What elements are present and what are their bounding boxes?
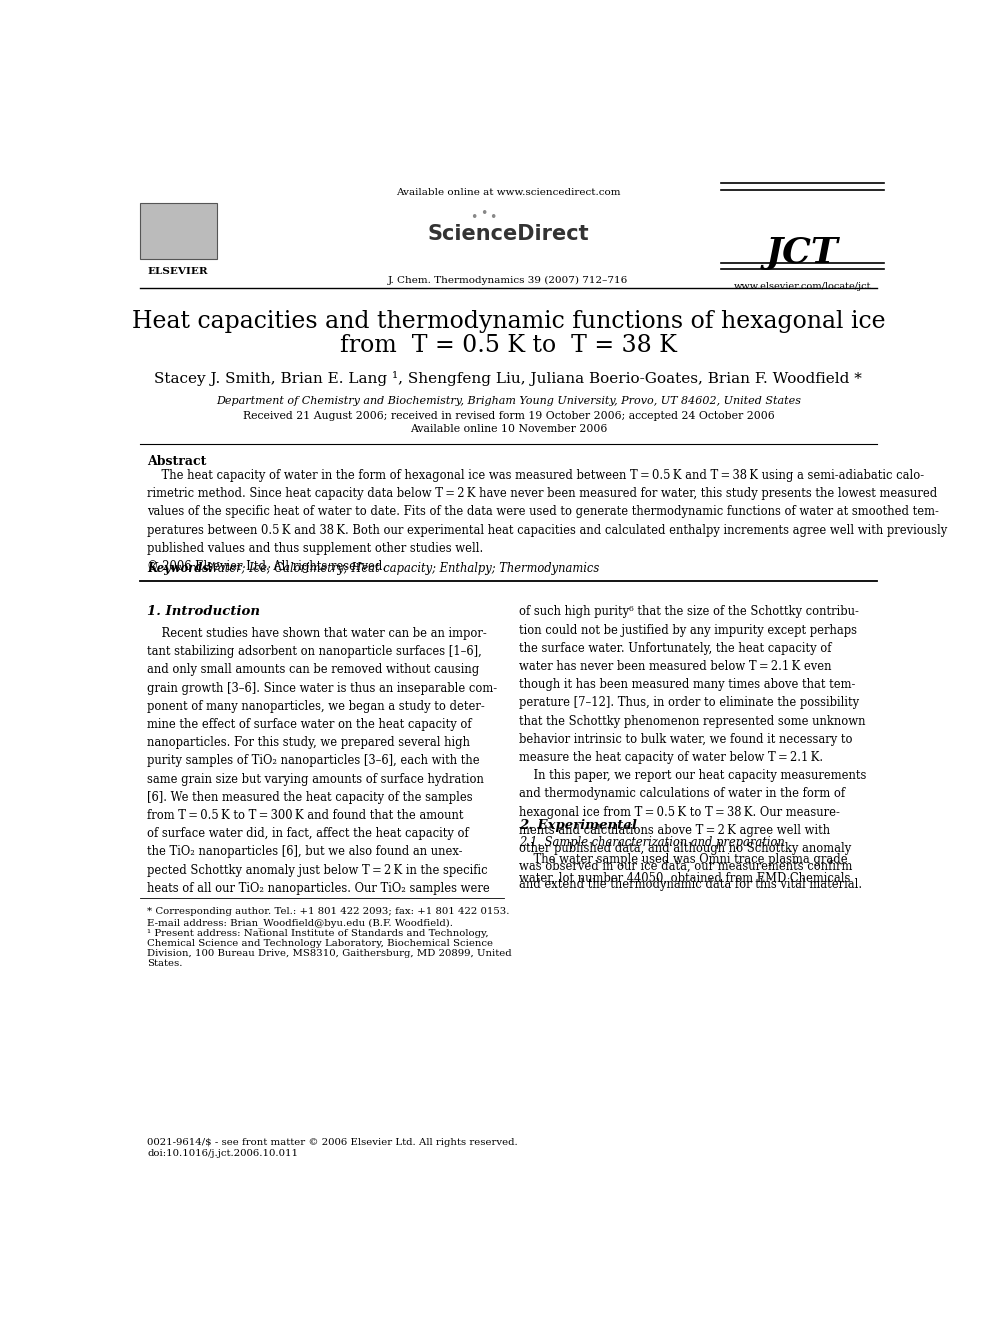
Text: ScienceDirect: ScienceDirect bbox=[428, 224, 589, 245]
Text: J. Chem. Thermodynamics 39 (2007) 712–716: J. Chem. Thermodynamics 39 (2007) 712–71… bbox=[388, 275, 629, 284]
Text: Chemical Science and Technology Laboratory, Biochemical Science: Chemical Science and Technology Laborato… bbox=[147, 939, 493, 947]
Text: •: • bbox=[480, 206, 487, 220]
Text: Available online at www.sciencedirect.com: Available online at www.sciencedirect.co… bbox=[396, 188, 621, 197]
Text: ¹ Present address: National Institute of Standards and Technology,: ¹ Present address: National Institute of… bbox=[147, 929, 489, 938]
Text: 0021-9614/$ - see front matter © 2006 Elsevier Ltd. All rights reserved.: 0021-9614/$ - see front matter © 2006 El… bbox=[147, 1138, 518, 1147]
Text: •: • bbox=[489, 212, 497, 224]
Text: Received 21 August 2006; received in revised form 19 October 2006; accepted 24 O: Received 21 August 2006; received in rev… bbox=[242, 411, 775, 421]
Text: 2. Experimental: 2. Experimental bbox=[519, 819, 637, 832]
Text: States.: States. bbox=[147, 959, 183, 968]
Text: Keywords:: Keywords: bbox=[147, 562, 213, 576]
Text: The heat capacity of water in the form of hexagonal ice was measured between T =: The heat capacity of water in the form o… bbox=[147, 470, 947, 573]
Text: Department of Chemistry and Biochemistry, Brigham Young University, Provo, UT 84: Department of Chemistry and Biochemistry… bbox=[216, 396, 801, 406]
Text: 1. Introduction: 1. Introduction bbox=[147, 606, 260, 618]
Text: ELSEVIER: ELSEVIER bbox=[148, 266, 208, 275]
Text: •: • bbox=[470, 212, 478, 224]
Text: JCT: JCT bbox=[766, 235, 838, 270]
Text: of such high purity⁶ that the size of the Schottky contribu-
tion could not be j: of such high purity⁶ that the size of th… bbox=[519, 606, 867, 892]
Text: Division, 100 Bureau Drive, MS8310, Gaithersburg, MD 20899, United: Division, 100 Bureau Drive, MS8310, Gait… bbox=[147, 949, 512, 958]
Text: 2.1. Sample characterization and preparation: 2.1. Sample characterization and prepara… bbox=[519, 836, 785, 849]
Text: www.elsevier.com/locate/jct: www.elsevier.com/locate/jct bbox=[733, 282, 871, 291]
Text: from  T = 0.5 K to  T = 38 K: from T = 0.5 K to T = 38 K bbox=[340, 335, 677, 357]
Text: Abstract: Abstract bbox=[147, 455, 206, 468]
Text: * Corresponding author. Tel.: +1 801 422 2093; fax: +1 801 422 0153.: * Corresponding author. Tel.: +1 801 422… bbox=[147, 908, 510, 917]
Text: Water; Ice; Calorimetry; Heat capacity; Enthalpy; Thermodynamics: Water; Ice; Calorimetry; Heat capacity; … bbox=[207, 562, 599, 576]
Bar bbox=[140, 204, 217, 259]
Text: doi:10.1016/j.jct.2006.10.011: doi:10.1016/j.jct.2006.10.011 bbox=[147, 1148, 299, 1158]
Text: Recent studies have shown that water can be an impor-
tant stabilizing adsorbent: Recent studies have shown that water can… bbox=[147, 627, 497, 894]
Text: Stacey J. Smith, Brian E. Lang ¹, Shengfeng Liu, Juliana Boerio-Goates, Brian F.: Stacey J. Smith, Brian E. Lang ¹, Shengf… bbox=[155, 370, 862, 385]
Text: E-mail address: Brian_Woodfield@byu.edu (B.F. Woodfield).: E-mail address: Brian_Woodfield@byu.edu … bbox=[147, 918, 453, 927]
Text: Heat capacities and thermodynamic functions of hexagonal ice: Heat capacities and thermodynamic functi… bbox=[132, 310, 885, 332]
Text: Available online 10 November 2006: Available online 10 November 2006 bbox=[410, 423, 607, 434]
Text: The water sample used was Omni trace plasma grade
water, lot number 44050, obtai: The water sample used was Omni trace pla… bbox=[519, 853, 850, 885]
